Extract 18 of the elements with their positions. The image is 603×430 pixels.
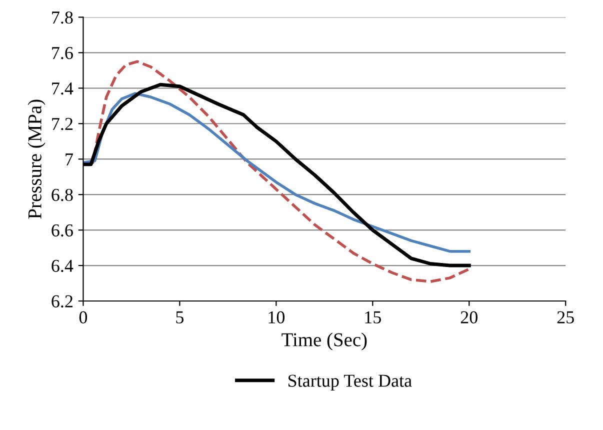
x-tick-label: 0	[79, 311, 88, 324]
x-tick-label: 15	[365, 311, 381, 324]
y-tick-label: 7	[66, 154, 73, 166]
y-tick-label: 7.4	[52, 82, 74, 95]
y-axis-title: Pressure (MPa)	[28, 100, 46, 219]
x-tick-label: 20	[460, 311, 478, 324]
legend-label: Startup Test Data	[288, 374, 412, 390]
x-tick-label: 10	[268, 311, 285, 324]
y-tick-label: 6.2	[52, 295, 72, 308]
y-tick-label: 7.8	[52, 11, 73, 24]
y-tick-label: 6.6	[52, 224, 73, 237]
y-tick-label: 6.8	[52, 188, 73, 202]
y-tick-label: 6.4	[52, 260, 74, 272]
x-tick-label: 5	[176, 311, 184, 324]
y-tick-label: 7.2	[52, 118, 72, 130]
x-axis-title: Time (Sec)	[282, 332, 367, 350]
y-tick-label: 7.6	[52, 46, 73, 60]
x-tick-label: 25	[557, 311, 574, 324]
